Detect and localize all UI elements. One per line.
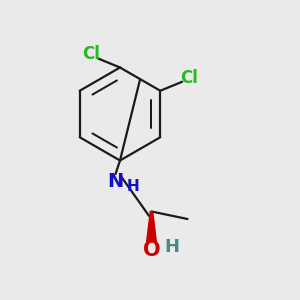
Text: O: O: [143, 241, 160, 260]
Text: H: H: [164, 238, 179, 256]
Text: Cl: Cl: [82, 45, 100, 63]
Polygon shape: [147, 212, 156, 242]
Text: N: N: [107, 172, 124, 191]
Text: Cl: Cl: [180, 68, 198, 86]
Text: H: H: [127, 179, 139, 194]
